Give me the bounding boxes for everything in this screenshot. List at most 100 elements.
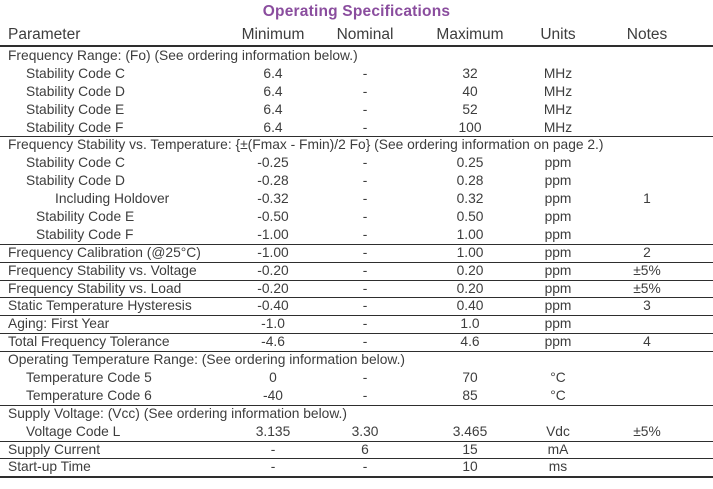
cell-minimum: -0.25 (257, 155, 289, 171)
parameter-label: Stability Code E (26, 101, 125, 117)
cell-maximum: 1.00 (456, 244, 484, 260)
cell-nominal: - (362, 191, 368, 207)
spec-row: Frequency Stability vs. Voltage -0.20-0.2… (0, 261, 713, 280)
cell-units: ppm (544, 262, 572, 278)
parameter-label: Start-up Time (8, 459, 91, 475)
cell-nominal: - (362, 65, 368, 81)
cell-maximum: 10 (462, 459, 478, 475)
cell-minimum: -0.50 (257, 209, 289, 225)
cell-maximum: 0.20 (456, 262, 484, 278)
cell-units: °C (550, 387, 566, 403)
cell-maximum: 0.25 (456, 155, 484, 171)
cell-maximum: 1.0 (460, 316, 480, 332)
cell-maximum: 1.00 (456, 226, 484, 242)
spec-row: Stability Code E 6.4 - 52 MHz (0, 101, 713, 119)
parameter-label: Total Frequency Tolerance (8, 334, 170, 350)
cell-minimum: -0.40 (257, 298, 289, 314)
parameter-label: Stability Code F (36, 226, 134, 242)
cell-maximum: 0.40 (456, 298, 484, 314)
cell-maximum: 32 (462, 65, 478, 81)
cell-maximum: 4.6 (460, 334, 480, 350)
cell-nominal: - (362, 262, 368, 278)
cell-units: Vdc (546, 423, 570, 439)
spec-row: Stability Code C -0.25-0.25 ppm (0, 154, 713, 172)
cell-nominal: - (362, 83, 368, 99)
table-header-row: Parameter Minimum Nominal Maximum Units … (0, 24, 713, 47)
cell-minimum: -0.20 (257, 262, 289, 278)
cell-minimum: 6.4 (263, 119, 283, 135)
section-header-row: Frequency Range: (Fo) (See ordering info… (0, 47, 713, 65)
cell-minimum: 3.135 (255, 423, 291, 439)
cell-maximum: 70 (462, 370, 478, 386)
cell-minimum: -4.6 (261, 334, 285, 350)
cell-nominal: - (362, 226, 368, 242)
parameter-label: Including Holdover (55, 191, 170, 207)
cell-maximum: 0.50 (456, 209, 484, 225)
cell-minimum: -0.32 (257, 191, 289, 207)
spec-row: Supply Current - 6 15 mA (0, 440, 713, 459)
parameter-label: Temperature Code 6 (26, 387, 152, 403)
section-label: Supply Voltage: (Vcc) (See ordering info… (8, 405, 347, 421)
parameter-label: Frequency Stability vs. Voltage (8, 262, 197, 278)
cell-nominal: - (362, 334, 368, 350)
cell-nominal: 3.30 (351, 423, 379, 439)
cell-maximum: 0.32 (456, 191, 484, 207)
page-title: Operating Specifications (262, 3, 451, 20)
cell-units: ppm (544, 191, 572, 207)
cell-minimum: -1.00 (257, 226, 289, 242)
cell-maximum: 40 (462, 83, 478, 99)
spec-row: Voltage Code L 3.135 3.30 3.465 Vdc ±5% (0, 423, 713, 441)
spec-row: Stability Code E -0.50-0.50 ppm (0, 208, 713, 226)
cell-notes: ±5% (633, 423, 661, 439)
spec-row: Static Temperature Hysteresis -0.40-0.40 p… (0, 297, 713, 315)
section-label: Operating Temperature Range: (See orderi… (8, 352, 406, 368)
cell-notes: 1 (643, 191, 651, 207)
cell-maximum: 15 (462, 441, 478, 457)
spec-row: Stability Code F 6.4 - 100 MHz (0, 119, 713, 137)
cell-units: °C (550, 370, 566, 386)
spec-row: Frequency Calibration (@25°C) -1.00-1.00 p… (0, 243, 713, 262)
section-header-row: Supply Voltage: (Vcc) (See ordering info… (0, 404, 713, 423)
spec-row: Stability Code D 6.4 - 40 MHz (0, 83, 713, 101)
cell-notes: ±5% (633, 280, 661, 296)
cell-nominal: - (362, 280, 368, 296)
spec-row: Including Holdover -0.32-0.32 ppm 1 (0, 190, 713, 208)
cell-units: mA (547, 441, 569, 457)
cell-nominal: - (362, 119, 368, 135)
cell-minimum: 0 (269, 370, 277, 386)
cell-units: MHz (543, 83, 573, 99)
column-header-nominal: Nominal (336, 26, 394, 43)
cell-notes: 2 (643, 244, 651, 260)
section-header-row: Frequency Stability vs. Temperature: {±(… (0, 136, 713, 154)
cell-maximum: 3.465 (452, 423, 488, 439)
parameter-label: Frequency Calibration (@25°C) (8, 244, 201, 260)
cell-nominal: - (362, 298, 368, 314)
parameter-label: Stability Code D (26, 83, 125, 99)
parameter-label: Stability Code E (36, 209, 135, 225)
cell-maximum: 52 (462, 101, 478, 117)
spec-row: Total Frequency Tolerance -4.6-4.6 ppm 4 (0, 333, 713, 351)
parameter-label: Static Temperature Hysteresis (8, 298, 192, 314)
section-header-row: Operating Temperature Range: (See orderi… (0, 351, 713, 369)
parameter-label: Temperature Code 5 (26, 370, 152, 386)
cell-minimum: - (270, 459, 276, 475)
cell-minimum: 6.4 (263, 101, 283, 117)
operating-specifications-table: Parameter Minimum Nominal Maximum Units … (0, 24, 713, 479)
cell-notes: 4 (643, 334, 651, 350)
spec-row: Aging: First Year -1.0-1.0 ppm (0, 315, 713, 333)
cell-minimum: 6.4 (263, 83, 283, 99)
section-label: Frequency Range: (Fo) (See ordering info… (8, 48, 358, 63)
cell-units: ppm (544, 280, 572, 296)
cell-units: ppm (544, 226, 572, 242)
cell-units: ppm (544, 155, 572, 171)
cell-minimum: -0.20 (257, 280, 289, 296)
cell-units: ms (548, 459, 568, 475)
cell-maximum: 0.28 (456, 173, 484, 189)
spec-row: Temperature Code 5 0 - 70 °C (0, 369, 713, 387)
parameter-label: Supply Current (8, 441, 101, 457)
cell-nominal: 6 (361, 441, 369, 457)
cell-units: ppm (544, 316, 572, 332)
cell-nominal: - (362, 370, 368, 386)
parameter-label: Voltage Code L (26, 423, 121, 439)
